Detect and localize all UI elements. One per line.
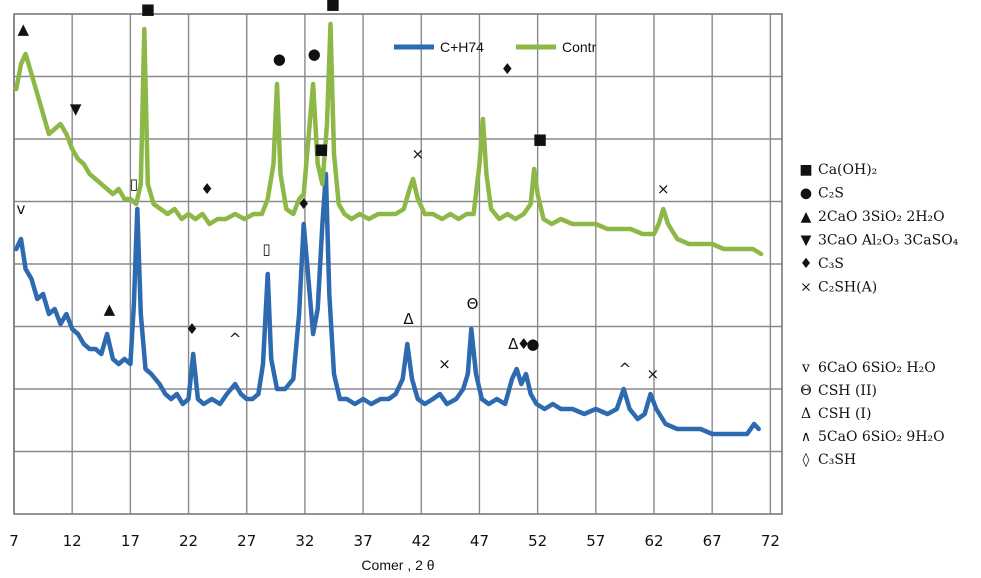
peak-marker: ● — [308, 45, 321, 63]
peak-marker: ♦ — [297, 195, 310, 213]
peak-marker: v — [17, 200, 26, 218]
x-tick-label: 47 — [470, 532, 489, 550]
peak-marker: ♦ — [185, 320, 198, 338]
series-line-contr — [14, 21, 764, 257]
phase-key-label: 6CaO 6SiO₂ H₂O — [818, 360, 936, 376]
x-tick-label: 52 — [528, 532, 547, 550]
legend-label: C+H74 — [440, 39, 484, 55]
phase-key-symbol: ∧ — [801, 429, 811, 445]
peak-marker: ▯ — [262, 240, 270, 258]
peak-marker: Δ — [403, 310, 414, 328]
peak-marker: ♦ — [501, 60, 514, 78]
phase-key-label: 3CaO Al₂O₃ 3CaSO₄ — [818, 233, 959, 249]
gridlines — [13, 14, 782, 514]
x-tick-label: 37 — [354, 532, 373, 550]
phase-key-label: CSH (II) — [818, 383, 877, 399]
phase-key-label: 2CaO 3SiO₂ 2H₂O — [818, 209, 945, 225]
peak-marker: ● — [526, 335, 539, 353]
peak-markers: ▲▼■♦● ●■×♦■×v▯▲♦^▯♦■Δ×ΘΔ♦●^ × — [17, 0, 670, 383]
x-tick-label: 27 — [237, 532, 256, 550]
x-tick-label: 62 — [644, 532, 663, 550]
phase-key-symbol: Θ — [800, 383, 811, 399]
x-tick-label: 12 — [63, 532, 82, 550]
peak-marker: ▲ — [18, 20, 30, 38]
peak-marker: ■ — [141, 0, 155, 18]
phase-key-symbol: v — [801, 360, 810, 376]
x-tick-label: 32 — [295, 532, 314, 550]
x-tick-label: 57 — [586, 532, 605, 550]
phase-key-label: C₃S — [818, 256, 844, 272]
peak-marker: ▼ — [70, 100, 82, 118]
peak-marker: ▲ — [104, 300, 116, 318]
peak-marker: Θ — [467, 295, 479, 313]
phase-key-symbol: Δ — [801, 406, 811, 422]
peak-marker: ■ — [326, 0, 340, 13]
phase-key-symbol: ■ — [799, 162, 812, 178]
phase-key-label: C₂S — [818, 186, 844, 202]
phase-key-symbol: ▼ — [801, 233, 812, 249]
legend: C+H74 Contr — [394, 39, 597, 55]
peak-marker: ▯ — [130, 175, 138, 193]
x-tick-label: 17 — [121, 532, 140, 550]
phase-key-label: Ca(OH)₂ — [818, 162, 877, 178]
series-line-c-h74 — [14, 171, 761, 437]
peak-marker: ■ — [314, 140, 328, 158]
peak-marker: ♦ — [517, 335, 530, 353]
peak-marker: ■ — [533, 130, 547, 148]
x-axis-label: Сomer , 2 θ — [361, 557, 434, 573]
peak-marker: ● — [273, 50, 286, 68]
phase-key-label: C₃SH — [818, 452, 856, 468]
phase-key-symbol: ▲ — [801, 209, 812, 225]
phase-key-label: CSH (I) — [818, 406, 871, 422]
x-tick-label: 22 — [179, 532, 198, 550]
phase-key-symbol: ♦ — [800, 256, 813, 272]
phase-key-symbol: × — [800, 280, 812, 296]
peak-marker: × — [438, 355, 451, 373]
phase-key-symbol: ● — [800, 186, 812, 202]
peak-marker: × — [657, 180, 670, 198]
peak-marker: × — [647, 365, 660, 383]
x-tick-label: 42 — [412, 532, 431, 550]
x-tick-label: 72 — [761, 532, 780, 550]
peak-marker: × — [411, 145, 424, 163]
plot-frame — [13, 13, 783, 515]
peak-marker: ^ — [619, 360, 632, 378]
legend-label: Contr — [562, 39, 597, 55]
peak-marker: Δ — [508, 335, 519, 353]
peak-marker: ^ — [229, 330, 242, 348]
peak-marker: ♦ — [200, 180, 213, 198]
phase-key-label: C₂SH(A) — [818, 280, 877, 296]
x-tick-labels: 7 12 17 22 27 32 37 42 47 52 57 62 67 72 — [9, 532, 780, 550]
x-tick-label: 7 — [9, 532, 19, 550]
phase-key-label: 5CaO 6SiO₂ 9H₂O — [818, 429, 945, 445]
phase-key-symbol: ◊ — [803, 452, 810, 468]
phase-key-lower: v 6CaO 6SiO₂ H₂O Θ CSH (II) Δ CSH (I) ∧ 5CaO 6S… — [800, 360, 944, 468]
phase-key-upper: ■ Ca(OH)₂ ● C₂S ▲ 2CaO 3SiO₂ 2H₂O ▼ 3CaO Al₂O₃ … — [799, 162, 958, 296]
series-layer — [14, 21, 764, 437]
x-tick-label: 67 — [703, 532, 722, 550]
